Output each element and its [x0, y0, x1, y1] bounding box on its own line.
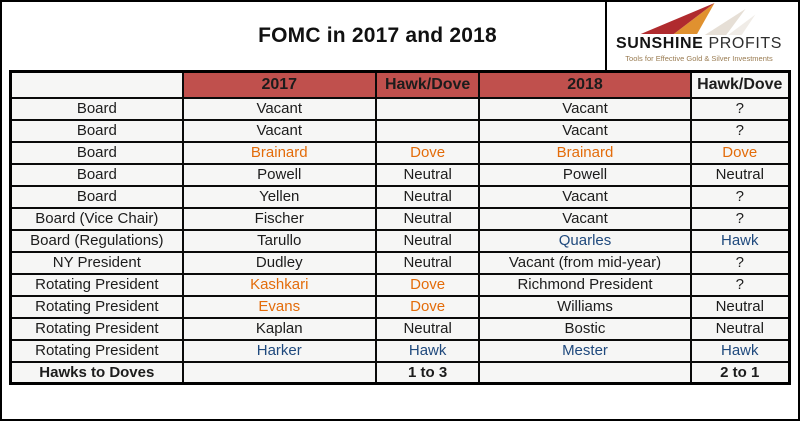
value-cell: Dove — [374, 140, 481, 165]
value-cell: Brainard — [181, 140, 377, 165]
brand-name: SUNSHINE PROFITS — [615, 35, 783, 53]
column-header-hawk-dove: Hawk/Dove — [689, 70, 791, 99]
value-cell: Dove — [374, 294, 481, 319]
value-cell: Neutral — [374, 162, 481, 187]
table-row: Rotating President Evans Dove Williams Neutr… — [9, 294, 791, 319]
value-cell — [374, 96, 481, 121]
value-cell: Williams — [478, 294, 692, 319]
table-row: Board Powell Neutral Powell Neutral — [9, 162, 791, 187]
value-cell: Neutral — [374, 228, 481, 253]
value-cell: Brainard — [478, 140, 692, 165]
value-cell: Powell — [181, 162, 377, 187]
value-cell: ? — [689, 272, 791, 297]
value-cell: ? — [689, 118, 791, 143]
value-cell: 2 to 1 — [689, 360, 791, 385]
value-cell: Evans — [181, 294, 377, 319]
table-row: Rotating President Kaplan Neutral Bostic Neu… — [9, 316, 791, 341]
value-cell: ? — [689, 184, 791, 209]
value-cell: ? — [689, 206, 791, 231]
table-row: Board (Vice Chair) Fischer Neutral Vacant? — [9, 206, 791, 231]
role-cell: Board — [9, 140, 184, 165]
value-cell: Dudley — [181, 250, 377, 275]
table-row: Board Vacant Vacant? — [9, 96, 791, 121]
table-row: Board Yellen Neutral Vacant? — [9, 184, 791, 209]
value-cell: Neutral — [374, 184, 481, 209]
value-cell: Hawk — [689, 338, 791, 363]
value-cell — [181, 360, 377, 385]
value-cell: Kashkari — [181, 272, 377, 297]
value-cell: Neutral — [689, 162, 791, 187]
table-row: Hawks to Doves 1 to 3 2 to 1 — [9, 360, 791, 385]
role-cell: Hawks to Doves — [9, 360, 184, 385]
sunshine-arrows-icon — [640, 3, 756, 36]
value-cell: Dove — [689, 140, 791, 165]
role-cell: Rotating President — [9, 294, 184, 319]
value-cell: Neutral — [374, 250, 481, 275]
value-cell: ? — [689, 250, 791, 275]
value-cell: Richmond President — [478, 272, 692, 297]
role-cell: Rotating President — [9, 316, 184, 341]
value-cell: Vacant (from mid-year) — [478, 250, 692, 275]
value-cell: Vacant — [181, 118, 377, 143]
value-cell: Tarullo — [181, 228, 377, 253]
column-header-hawk-dove: Hawk/Dove — [374, 70, 481, 99]
value-cell: Fischer — [181, 206, 377, 231]
value-cell: Hawk — [374, 338, 481, 363]
role-cell: Board — [9, 184, 184, 209]
value-cell: Vacant — [181, 96, 377, 121]
role-cell: Rotating President — [9, 272, 184, 297]
value-cell: Vacant — [478, 206, 692, 231]
column-header-2018: 2018 — [478, 70, 692, 99]
column-header-2017: 2017 — [181, 70, 377, 99]
value-cell: Kaplan — [181, 316, 377, 341]
value-cell: Quarles — [478, 228, 692, 253]
role-cell: NY President — [9, 250, 184, 275]
value-cell: Vacant — [478, 184, 692, 209]
value-cell: Powell — [478, 162, 692, 187]
value-cell: Hawk — [689, 228, 791, 253]
table-header-row: 2017 Hawk/Dove 2018 Hawk/Dove — [9, 70, 791, 99]
value-cell: Neutral — [689, 294, 791, 319]
value-cell: Neutral — [374, 316, 481, 341]
table-row: Rotating President Harker Hawk Mester Hawk — [9, 338, 791, 363]
brand-name-primary: SUNSHINE — [615, 35, 704, 52]
role-cell: Board (Vice Chair) — [9, 206, 184, 231]
role-cell: Board — [9, 118, 184, 143]
table-row: NY President Dudley Neutral Vacant (from mi… — [9, 250, 791, 275]
value-cell: Yellen — [181, 184, 377, 209]
role-cell: Board — [9, 96, 184, 121]
role-cell: Board — [9, 162, 184, 187]
table-row: Board Brainard Dove Brainard Dove — [9, 140, 791, 165]
role-cell: Board (Regulations) — [9, 228, 184, 253]
value-cell: Harker — [181, 338, 377, 363]
value-cell: Neutral — [374, 206, 481, 231]
value-cell: Vacant — [478, 96, 692, 121]
column-header-blank-0 — [9, 70, 184, 99]
table-row: Rotating President Kashkari Dove Richmond P… — [9, 272, 791, 297]
sunshine-profits-logo: SUNSHINE PROFITS Tools for Effective Gol… — [605, 2, 791, 70]
value-cell — [478, 360, 692, 385]
brand-tagline: Tools for Effective Gold & Silver Invest… — [625, 53, 773, 63]
value-cell: Vacant — [478, 118, 692, 143]
value-cell: ? — [689, 96, 791, 121]
brand-name-secondary: PROFITS — [708, 35, 783, 52]
table-row: Board Vacant Vacant? — [9, 118, 791, 143]
fomc-table: 2017 Hawk/Dove 2018 Hawk/Dove Board Vacant Va… — [9, 70, 791, 385]
value-cell — [374, 118, 481, 143]
value-cell: Dove — [374, 272, 481, 297]
table-row: Board (Regulations) Tarullo Neutral Quarles… — [9, 228, 791, 253]
page-title: FOMC in 2017 and 2018 — [258, 24, 497, 47]
value-cell: 1 to 3 — [374, 360, 481, 385]
value-cell: Bostic — [478, 316, 692, 341]
role-cell: Rotating President — [9, 338, 184, 363]
value-cell: Neutral — [689, 316, 791, 341]
value-cell: Mester — [478, 338, 692, 363]
title-band: FOMC in 2017 and 2018 SUNSHINE PROFITS T… — [9, 2, 791, 70]
